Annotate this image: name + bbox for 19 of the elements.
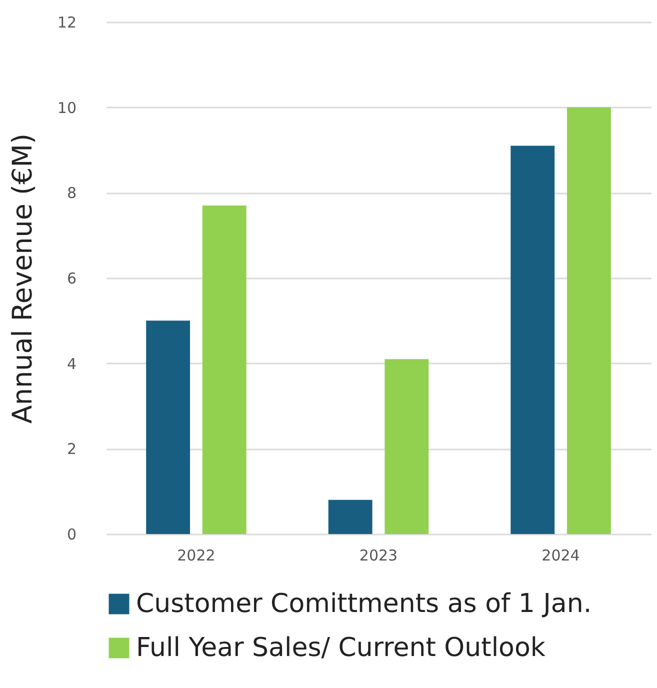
- bar: [328, 500, 372, 534]
- y-axis-title: Annual Revenue (€M): [7, 133, 38, 424]
- bar: [566, 107, 611, 534]
- bar: [202, 205, 246, 534]
- legend-label: Full Year Sales/ Current Outlook: [136, 633, 546, 663]
- y-tick-label: 4: [66, 354, 76, 373]
- y-tick-label: 2: [66, 440, 76, 458]
- bar: [384, 359, 429, 534]
- y-tick-label: 12: [57, 14, 76, 32]
- bar: [146, 320, 190, 534]
- x-tick-label: 2022: [177, 546, 216, 564]
- y-tick-label: 10: [57, 98, 76, 117]
- x-tick-label: 2024: [542, 546, 580, 564]
- bar: [510, 146, 555, 534]
- y-tick-label: 6: [66, 270, 76, 288]
- x-tick-label: 2023: [359, 546, 398, 564]
- y-tick-label: 8: [66, 184, 76, 202]
- legend-label: Customer Comittments as of 1 Jan.: [136, 589, 592, 619]
- y-tick-label: 0: [66, 526, 76, 544]
